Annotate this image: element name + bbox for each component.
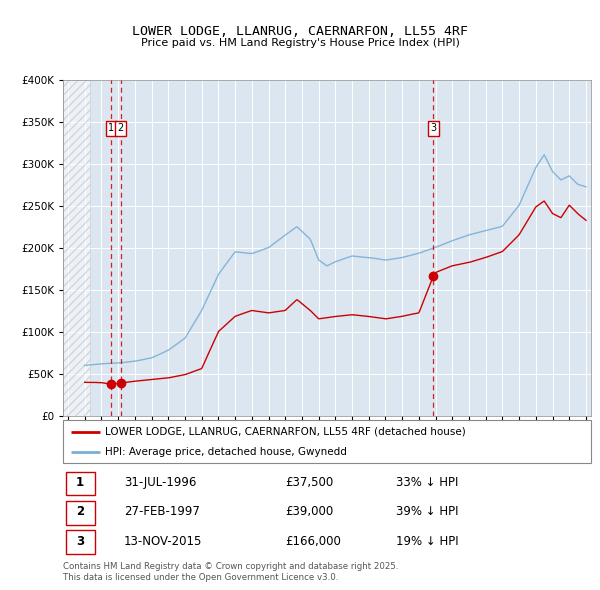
Text: £166,000: £166,000 bbox=[285, 535, 341, 548]
Text: 3: 3 bbox=[430, 123, 436, 133]
Text: 2: 2 bbox=[76, 505, 84, 519]
Text: 33% ↓ HPI: 33% ↓ HPI bbox=[395, 476, 458, 489]
Text: HPI: Average price, detached house, Gwynedd: HPI: Average price, detached house, Gwyn… bbox=[105, 447, 347, 457]
Bar bbox=[63, 80, 90, 416]
Text: £37,500: £37,500 bbox=[285, 476, 333, 489]
Text: £39,000: £39,000 bbox=[285, 505, 333, 519]
Text: 27-FEB-1997: 27-FEB-1997 bbox=[124, 505, 200, 519]
FancyBboxPatch shape bbox=[65, 530, 95, 554]
Text: Price paid vs. HM Land Registry's House Price Index (HPI): Price paid vs. HM Land Registry's House … bbox=[140, 38, 460, 48]
Text: 3: 3 bbox=[76, 535, 84, 548]
Text: LOWER LODGE, LLANRUG, CAERNARFON, LL55 4RF (detached house): LOWER LODGE, LLANRUG, CAERNARFON, LL55 4… bbox=[105, 427, 466, 437]
Text: 31-JUL-1996: 31-JUL-1996 bbox=[124, 476, 196, 489]
Text: 13-NOV-2015: 13-NOV-2015 bbox=[124, 535, 202, 548]
Text: 1: 1 bbox=[108, 123, 114, 133]
Text: Contains HM Land Registry data © Crown copyright and database right 2025.
This d: Contains HM Land Registry data © Crown c… bbox=[63, 562, 398, 582]
FancyBboxPatch shape bbox=[63, 420, 591, 463]
Text: 1: 1 bbox=[76, 476, 84, 489]
Text: LOWER LODGE, LLANRUG, CAERNARFON, LL55 4RF: LOWER LODGE, LLANRUG, CAERNARFON, LL55 4… bbox=[132, 25, 468, 38]
Text: 39% ↓ HPI: 39% ↓ HPI bbox=[395, 505, 458, 519]
Text: 19% ↓ HPI: 19% ↓ HPI bbox=[395, 535, 458, 548]
FancyBboxPatch shape bbox=[65, 471, 95, 496]
FancyBboxPatch shape bbox=[65, 501, 95, 525]
Text: 2: 2 bbox=[118, 123, 124, 133]
